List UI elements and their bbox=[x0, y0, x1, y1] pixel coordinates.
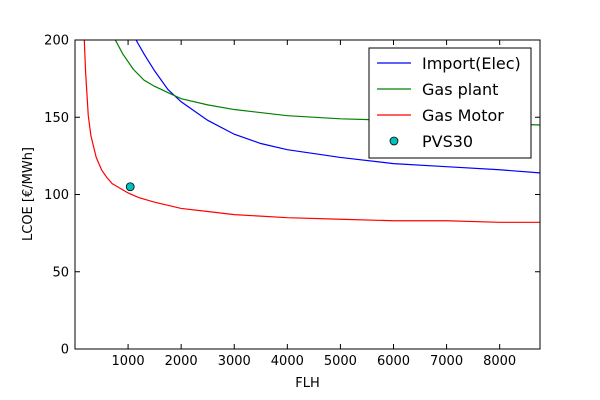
y-tick-label: 50 bbox=[52, 265, 69, 280]
x-tick-label: 2000 bbox=[165, 354, 198, 369]
y-tick-label: 200 bbox=[44, 34, 69, 49]
series-line-import-elec bbox=[135, 40, 540, 174]
x-tick-label: 4000 bbox=[271, 354, 304, 369]
data-point-pvs30 bbox=[125, 182, 135, 192]
legend: Import(Elec) Gas plant Gas Motor PVS30 bbox=[368, 47, 532, 159]
x-tick-label: 7000 bbox=[430, 354, 463, 369]
y-axis-label: LCOE [€/MWh] bbox=[21, 147, 36, 241]
x-tick-label: 8000 bbox=[483, 354, 516, 369]
x-axis-label: FLH bbox=[295, 376, 320, 391]
legend-swatch bbox=[389, 136, 399, 146]
legend-label: Import(Elec) bbox=[422, 54, 521, 73]
legend-label: PVS30 bbox=[422, 132, 473, 151]
x-tick-label: 6000 bbox=[377, 354, 410, 369]
y-tick-label: 0 bbox=[61, 343, 69, 358]
legend-label: Gas plant bbox=[422, 80, 498, 99]
x-tick-label: 1000 bbox=[112, 354, 145, 369]
y-tick-label: 150 bbox=[44, 111, 69, 126]
y-tick-label: 100 bbox=[44, 188, 69, 203]
series-line-gas-motor bbox=[83, 40, 540, 223]
x-tick-label: 3000 bbox=[218, 354, 251, 369]
axes-layer: 1000 2000 3000 4000 5000 6000 7000 8000 0 50 100 15… bbox=[44, 34, 541, 369]
legend-label: Gas Motor bbox=[422, 106, 504, 125]
x-tick-label: 5000 bbox=[324, 354, 357, 369]
